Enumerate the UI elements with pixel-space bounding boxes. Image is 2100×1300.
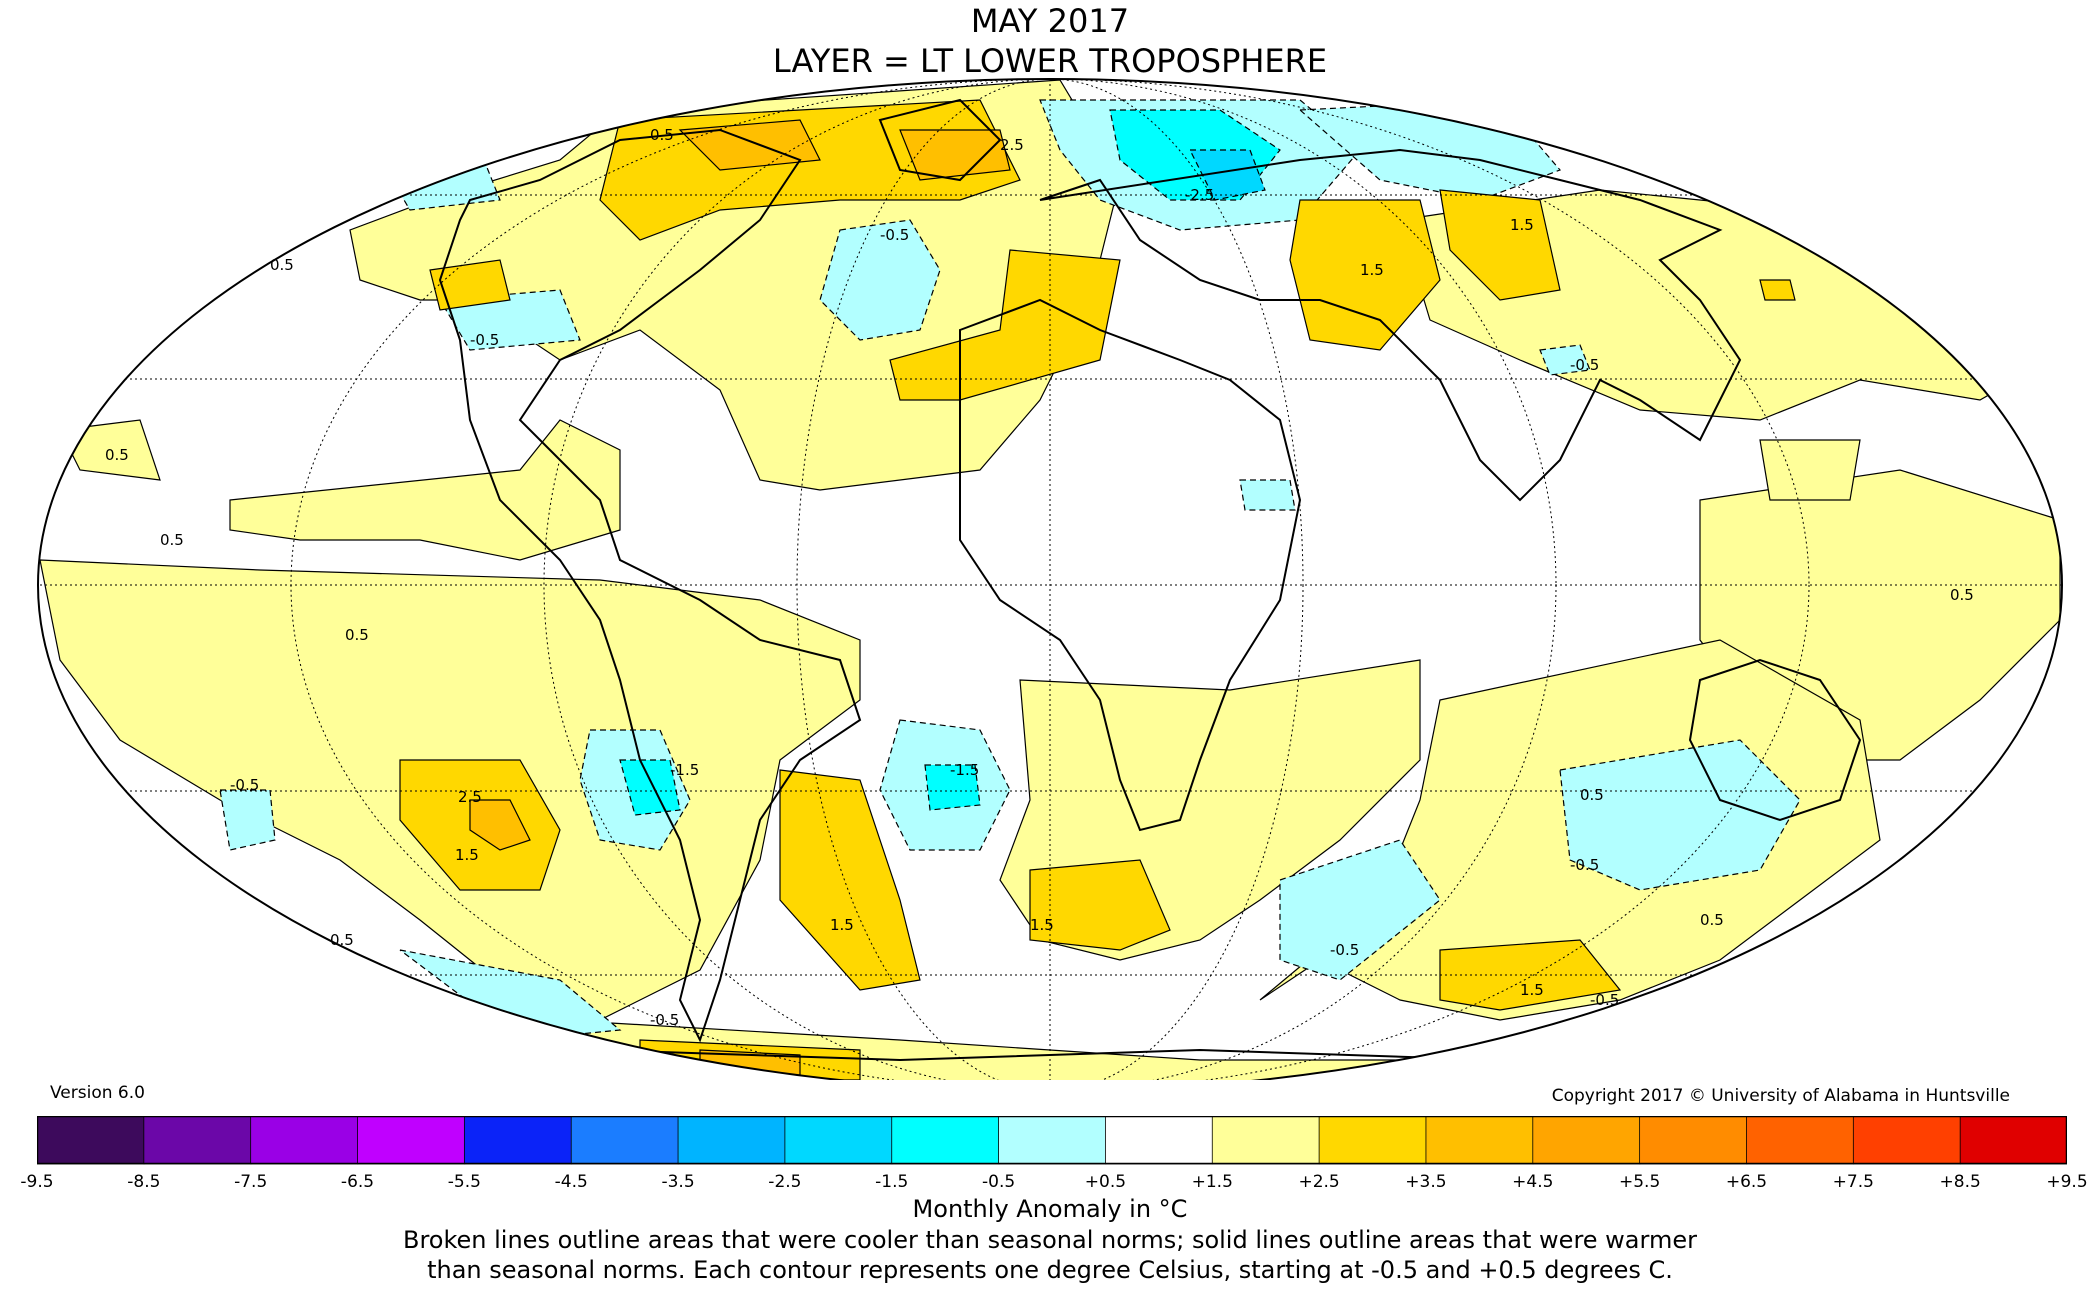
contour-label: -0.5: [230, 776, 259, 794]
legend-note-line1: Broken lines outline areas that were coo…: [403, 1226, 1697, 1254]
color-bar-tick-label: +7.5: [1832, 1172, 1874, 1192]
color-bar-tick-label: -8.5: [127, 1172, 161, 1192]
color-bar-tick-label: -6.5: [340, 1172, 375, 1192]
color-bar-segment: [677, 1116, 786, 1165]
color-bar-segment: [1959, 1116, 2067, 1165]
color-bar-tick-label: +6.5: [1725, 1172, 1768, 1192]
color-bar-segment: [1639, 1116, 1748, 1165]
contour-label: 1.5: [455, 846, 479, 864]
color-bar-tick-label: -7.5: [234, 1172, 268, 1192]
color-bar-segment: [143, 1116, 252, 1165]
color-bar-tick-label: +5.5: [1618, 1172, 1661, 1192]
map-title: MAY 2017: [970, 2, 1130, 40]
contour-label: 0.5: [330, 931, 354, 949]
warm-regions-medium: [399, 99, 1796, 1080]
color-bar-segment: [1532, 1116, 1641, 1165]
color-bar-tick-label: +2.5: [1298, 1172, 1340, 1192]
color-bar-segment: [463, 1116, 573, 1165]
contour-label: -0.5: [1590, 991, 1619, 1009]
color-bar-tick-label: -1.5: [875, 1172, 909, 1192]
copyright-label: Copyright 2017 © University of Alabama i…: [1551, 1086, 2010, 1106]
color-bar-tick-label: +8.5: [1939, 1172, 1981, 1192]
contour-label: -1.5: [670, 761, 699, 779]
contour-labels: 0.5 0.5 0.5 0.5 0.5 -0.5 -0.5 2.5 2.5 1.…: [105, 126, 1974, 1029]
contour-label: 1.5: [1510, 216, 1534, 234]
contour-label: -0.5: [470, 331, 499, 349]
contour-label: -0.5: [880, 226, 909, 244]
contour-label: -2.5: [1185, 186, 1214, 204]
color-bar-segment: [250, 1116, 359, 1165]
unit-label: Monthly Anomaly in °C: [912, 1195, 1188, 1223]
contour-label: -0.5: [1570, 356, 1599, 374]
color-bar-tick-label: +3.5: [1405, 1172, 1447, 1192]
color-bar-tick-label: -5.5: [447, 1172, 481, 1192]
color-bar-segment: [1852, 1116, 1962, 1165]
contour-label: 0.5: [1950, 586, 1974, 604]
contour-label: 1.5: [1520, 981, 1544, 999]
legend-note-line2: than seasonal norms. Each contour repres…: [427, 1256, 1673, 1284]
cool-regions-deep: [1189, 149, 1266, 201]
contour-label: -0.5: [650, 1011, 679, 1029]
contour-label: 2.5: [458, 788, 482, 806]
globe-outline: [37, 78, 2063, 1080]
contour-label: 1.5: [1030, 916, 1054, 934]
color-bar-tick-label: -3.5: [661, 1172, 695, 1192]
contour-label: 0.5: [650, 126, 674, 144]
color-bar-tick-label: +1.5: [1191, 1172, 1233, 1192]
color-bar-tick-label: -9.5: [20, 1172, 54, 1192]
color-bar-segment: [1211, 1116, 1321, 1165]
contour-label: 0.5: [105, 446, 129, 464]
version-label: Version 6.0: [50, 1083, 145, 1103]
color-bar-tick-label: +0.5: [1084, 1172, 1127, 1192]
color-bar-tick-label: -2.5: [768, 1172, 802, 1192]
contour-label: -0.5: [1570, 856, 1599, 874]
contour-label: -1.5: [950, 761, 979, 779]
contour-label: 0.5: [160, 531, 184, 549]
color-bar-tick-label: +9.5: [2046, 1172, 2088, 1192]
contour-label: -0.5: [1330, 941, 1359, 959]
contour-label: 0.5: [1700, 911, 1724, 929]
color-bar-segment: [1746, 1116, 1855, 1165]
contour-label: 2.5: [1000, 136, 1024, 154]
contour-label: 0.5: [1580, 786, 1604, 804]
color-bar-segment: [891, 1116, 1000, 1165]
color-bar-segment: [1425, 1116, 1534, 1165]
color-bar-segment: [37, 1116, 145, 1165]
color-bar-tick-label: +4.5: [1512, 1172, 1554, 1192]
color-bar-tick-label: -0.5: [981, 1172, 1016, 1192]
contour-label: 1.5: [1360, 261, 1384, 279]
color-bar-segment: [570, 1116, 679, 1165]
contour-label: 0.5: [345, 626, 369, 644]
color-bar: [37, 1116, 2067, 1165]
color-bar-segment: [1105, 1116, 1214, 1165]
coastlines: [438, 98, 1901, 1062]
color-bar-segment: [357, 1116, 466, 1165]
color-bar-segment: [1318, 1116, 1427, 1165]
anomaly-map: 0.5 0.5 0.5 0.5 0.5 -0.5 -0.5 2.5 2.5 1.…: [37, 78, 2063, 1080]
color-bar-segment: [784, 1116, 893, 1165]
contour-label: 0.5: [270, 256, 294, 274]
color-bar-frame: [37, 1116, 2067, 1165]
contour-label: 1.5: [830, 916, 854, 934]
color-bar-segment: [998, 1116, 1107, 1165]
layer-subtitle: LAYER = LT LOWER TROPOSPHERE: [772, 42, 1328, 80]
color-bar-tick-label: -4.5: [554, 1172, 588, 1192]
